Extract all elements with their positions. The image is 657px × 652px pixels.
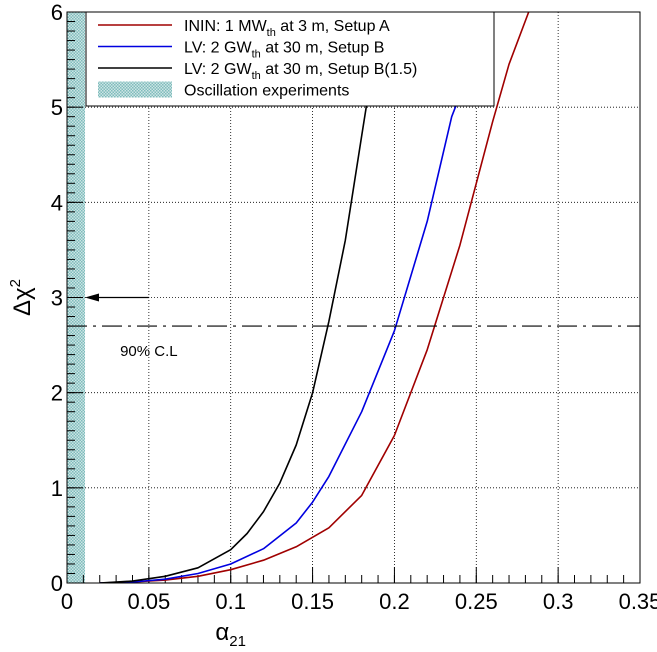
x-tick-label: 0.15 [291,589,334,614]
x-tick-label: 0.25 [455,589,498,614]
legend-label-2: LV: 2 GWth at 30 m, Setup B [184,40,384,61]
y-axis-title-superscript: 2 [7,279,24,287]
y-tick-label: 6 [51,0,63,25]
legend-label-text: at 30 m, Setup B(1.5) [261,61,418,78]
x-axis-title-subscript: 21 [229,633,246,650]
legend-label-text: LV: 2 GW [184,40,252,57]
series-layer [99,12,530,583]
series-line-2 [99,78,468,583]
legend-label-subscript: th [252,70,261,82]
legend-label-subscript: th [267,27,276,39]
x-tick-label: 0.3 [543,589,574,614]
y-tick-label: 2 [51,381,63,406]
x-tick-label: 0.1 [215,589,246,614]
legend-label-text: ININ: 1 MW [184,18,268,35]
arrow-head [85,293,100,302]
cl-label: 90% C.L [120,343,178,360]
legend-label-text: LV: 2 GW [184,61,252,78]
legend-swatch-band [98,81,172,98]
y-tick-label: 5 [51,95,63,120]
x-tick-label: 0.2 [379,589,410,614]
legend-label-text: at 3 m, Setup A [276,18,390,35]
tick-layer: 0 0.05 0.1 0.15 0.2 0.25 0.3 0.35 0 1 2 3 4 5 6 [51,0,657,614]
annotation-layer: 90% C.L [67,293,640,360]
y-axis-title-base: Δχ [9,287,36,316]
legend-label-subscript: th [252,49,261,61]
series-line-1 [99,12,530,583]
x-axis-title: α21 [215,619,246,650]
x-tick-label: 0 [61,589,73,614]
legend-label-1: ININ: 1 MWth at 3 m, Setup A [184,18,390,39]
y-tick-label: 3 [51,286,63,311]
x-axis-title-base: α [215,619,229,646]
series-line-3 [99,73,373,583]
x-tick-label: 0.35 [619,589,657,614]
legend-label-band: Oscillation experiments [184,83,349,100]
legend: ININ: 1 MWth at 3 m, Setup ALV: 2 GWth a… [85,11,495,107]
legend-label-text: at 30 m, Setup B [261,40,385,57]
y-tick-label: 4 [51,190,63,215]
y-tick-label: 0 [51,571,63,596]
legend-label-3: LV: 2 GWth at 30 m, Setup B(1.5) [184,61,417,82]
y-tick-label: 1 [51,476,63,501]
y-axis-title: Δχ2 [7,279,36,316]
x-tick-label: 0.05 [127,589,170,614]
